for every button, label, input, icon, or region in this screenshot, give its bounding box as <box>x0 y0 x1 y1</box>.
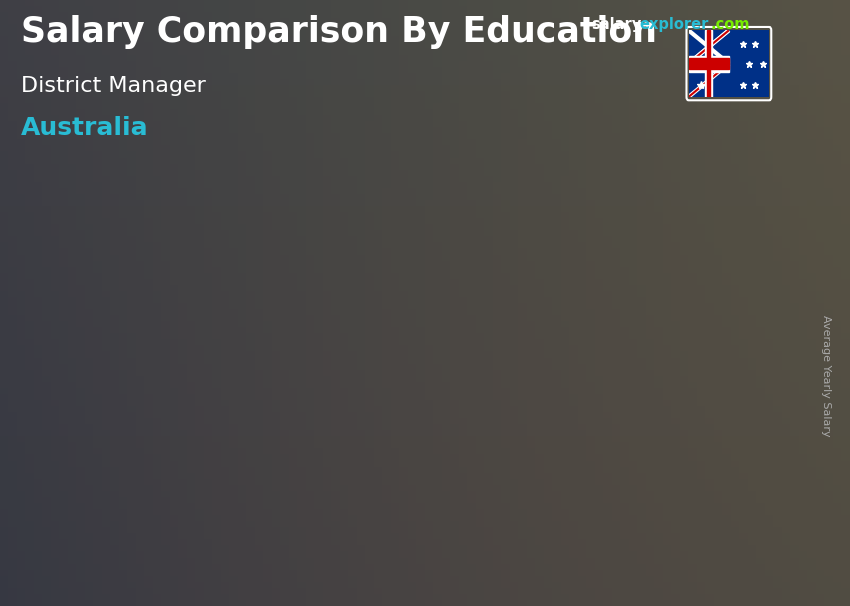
Text: +21%: +21% <box>536 145 631 173</box>
Bar <box>706 30 712 97</box>
Bar <box>173 369 180 530</box>
Bar <box>446 270 541 530</box>
Text: 91,200 AUD: 91,200 AUD <box>217 326 309 341</box>
Text: Average Yearly Salary: Average Yearly Salary <box>821 315 831 436</box>
Bar <box>446 270 453 530</box>
Text: salary: salary <box>591 17 641 32</box>
Bar <box>626 215 721 530</box>
Bar <box>626 215 633 530</box>
Text: Australia: Australia <box>21 116 149 141</box>
Bar <box>86 369 93 530</box>
Polygon shape <box>721 215 733 530</box>
Bar <box>714 215 721 530</box>
Bar <box>266 346 273 530</box>
Text: 156,000 AUD: 156,000 AUD <box>583 195 684 210</box>
Text: District Manager: District Manager <box>21 76 206 96</box>
Text: 129,000 AUD: 129,000 AUD <box>398 250 499 265</box>
Bar <box>266 346 360 530</box>
Bar <box>534 270 541 530</box>
Polygon shape <box>360 346 372 530</box>
Bar <box>354 346 360 530</box>
Polygon shape <box>180 369 192 530</box>
Text: .com: .com <box>711 17 750 32</box>
Bar <box>707 30 711 97</box>
Bar <box>688 58 728 69</box>
Text: Salary Comparison By Education: Salary Comparison By Education <box>21 15 657 49</box>
Bar <box>688 56 728 72</box>
Text: 79,900 AUD: 79,900 AUD <box>33 349 125 364</box>
Polygon shape <box>541 270 552 530</box>
Text: +14%: +14% <box>176 261 270 289</box>
Text: +41%: +41% <box>356 171 450 199</box>
Text: explorer: explorer <box>639 17 709 32</box>
Bar <box>86 369 180 530</box>
